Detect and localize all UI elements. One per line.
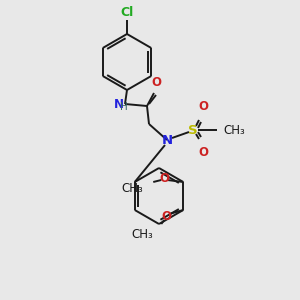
Text: CH₃: CH₃ bbox=[131, 227, 153, 241]
Text: N: N bbox=[161, 134, 172, 146]
Text: O: O bbox=[161, 211, 171, 224]
Text: Cl: Cl bbox=[120, 6, 134, 19]
Text: O: O bbox=[151, 76, 161, 89]
Text: H: H bbox=[120, 102, 128, 112]
Text: O: O bbox=[159, 172, 169, 185]
Text: N: N bbox=[114, 98, 124, 112]
Text: O: O bbox=[198, 100, 208, 113]
Text: CH₃: CH₃ bbox=[122, 182, 143, 194]
Text: CH₃: CH₃ bbox=[223, 124, 245, 136]
Text: O: O bbox=[198, 146, 208, 159]
Text: S: S bbox=[188, 124, 198, 136]
